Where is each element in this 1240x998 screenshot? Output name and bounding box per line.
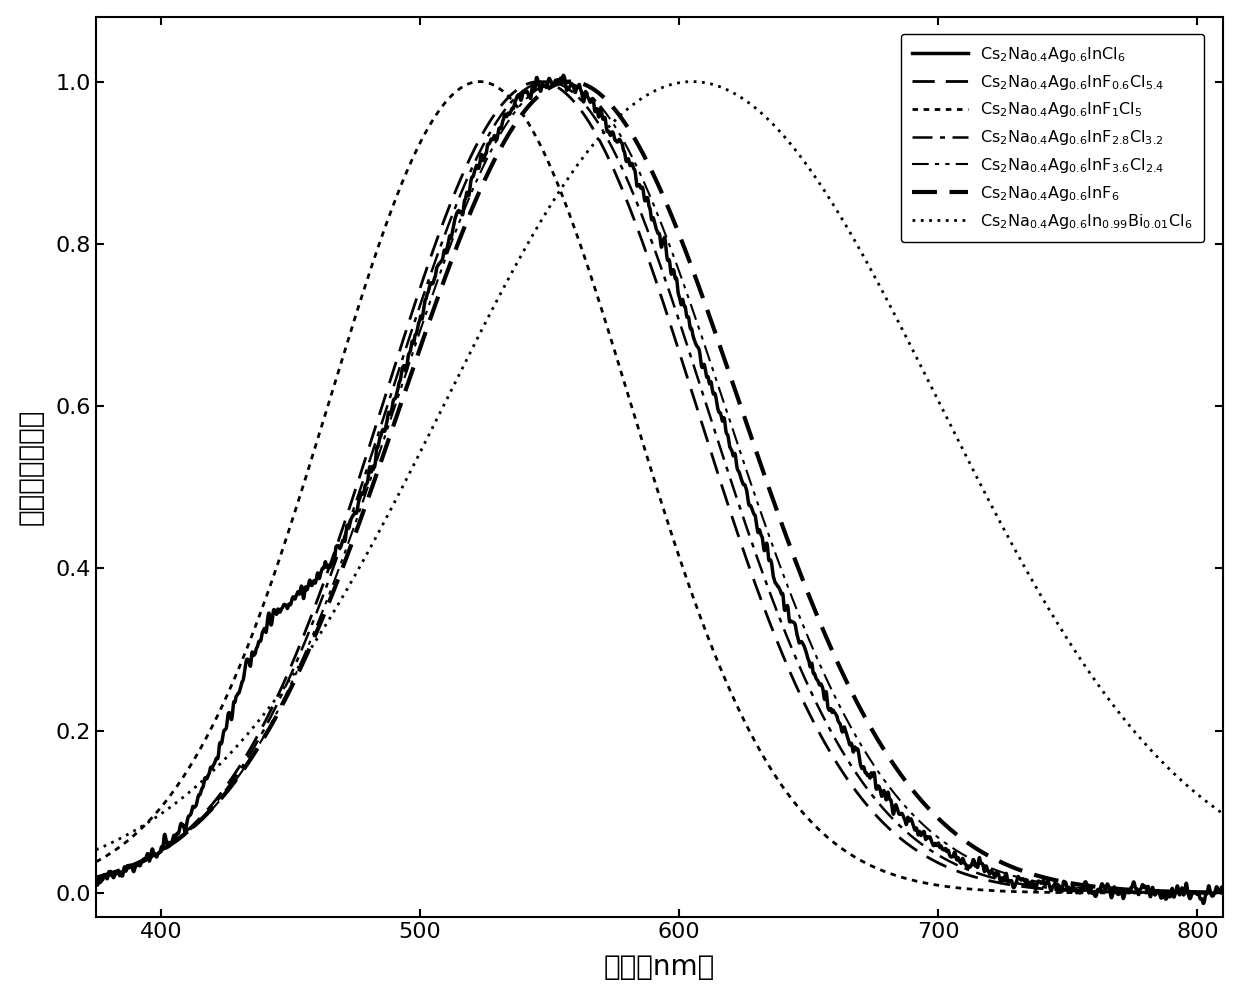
- Line: Cs$_2$Na$_{0.4}$Ag$_{0.6}$InCl$_6$: Cs$_2$Na$_{0.4}$Ag$_{0.6}$InCl$_6$: [83, 75, 1240, 903]
- Cs$_2$Na$_{0.4}$Ag$_{0.6}$InF$_{2.8}$Cl$_{3.2}$: [76, 876, 91, 888]
- Line: Cs$_2$Na$_{0.4}$Ag$_{0.6}$InF$_6$: Cs$_2$Na$_{0.4}$Ag$_{0.6}$InF$_6$: [83, 82, 1240, 893]
- Cs$_2$Na$_{0.4}$Ag$_{0.6}$InF$_6$: [1219, 886, 1234, 898]
- Line: Cs$_2$Na$_{0.4}$Ag$_{0.6}$In$_{0.99}$Bi$_{0.01}$Cl$_6$: Cs$_2$Na$_{0.4}$Ag$_{0.6}$In$_{0.99}$Bi$…: [83, 82, 1240, 855]
- Cs$_2$Na$_{0.4}$Ag$_{0.6}$InF$_{3.6}$Cl$_{2.4}$: [523, 89, 538, 101]
- Cs$_2$Na$_{0.4}$Ag$_{0.6}$InF$_{3.6}$Cl$_{2.4}$: [1094, 883, 1109, 895]
- Cs$_2$Na$_{0.4}$Ag$_{0.6}$InCl$_6$: [1094, 880, 1109, 892]
- Cs$_2$Na$_{0.4}$Ag$_{0.6}$InF$_{3.6}$Cl$_{2.4}$: [208, 798, 223, 810]
- Cs$_2$Na$_{0.4}$Ag$_{0.6}$InF$_6$: [1094, 881, 1109, 893]
- Cs$_2$Na$_{0.4}$Ag$_{0.6}$InF$_{0.6}$Cl$_{5.4}$: [574, 105, 589, 117]
- Cs$_2$Na$_{0.4}$Ag$_{0.6}$InF$_1$Cl$_5$: [574, 242, 589, 253]
- Cs$_2$Na$_{0.4}$Ag$_{0.6}$InF$_1$Cl$_5$: [76, 862, 91, 874]
- Cs$_2$Na$_{0.4}$Ag$_{0.6}$InF$_{0.6}$Cl$_{5.4}$: [1219, 887, 1234, 899]
- Cs$_2$Na$_{0.4}$Ag$_{0.6}$InF$_{2.8}$Cl$_{3.2}$: [208, 796, 223, 808]
- Cs$_2$Na$_{0.4}$Ag$_{0.6}$InCl$_6$: [574, 85, 589, 97]
- Cs$_2$Na$_{0.4}$Ag$_{0.6}$InF$_6$: [278, 693, 293, 705]
- Cs$_2$Na$_{0.4}$Ag$_{0.6}$InCl$_6$: [208, 752, 223, 764]
- Cs$_2$Na$_{0.4}$Ag$_{0.6}$In$_{0.99}$Bi$_{0.01}$Cl$_6$: [76, 849, 91, 861]
- Cs$_2$Na$_{0.4}$Ag$_{0.6}$InCl$_6$: [1195, 897, 1210, 909]
- Cs$_2$Na$_{0.4}$Ag$_{0.6}$InF$_1$Cl$_5$: [1094, 887, 1109, 899]
- Cs$_2$Na$_{0.4}$Ag$_{0.6}$InF$_{0.6}$Cl$_{5.4}$: [1094, 886, 1109, 898]
- Cs$_2$Na$_{0.4}$Ag$_{0.6}$InCl$_6$: [523, 93, 538, 105]
- Cs$_2$Na$_{0.4}$Ag$_{0.6}$InCl$_6$: [556, 69, 570, 81]
- Cs$_2$Na$_{0.4}$Ag$_{0.6}$InF$_{3.6}$Cl$_{2.4}$: [553, 76, 568, 88]
- Cs$_2$Na$_{0.4}$Ag$_{0.6}$InF$_1$Cl$_5$: [523, 121, 538, 133]
- Line: Cs$_2$Na$_{0.4}$Ag$_{0.6}$InF$_1$Cl$_5$: Cs$_2$Na$_{0.4}$Ag$_{0.6}$InF$_1$Cl$_5$: [83, 82, 1240, 893]
- Cs$_2$Na$_{0.4}$Ag$_{0.6}$InCl$_6$: [76, 872, 91, 884]
- Cs$_2$Na$_{0.4}$Ag$_{0.6}$InF$_{2.8}$Cl$_{3.2}$: [539, 76, 554, 88]
- Cs$_2$Na$_{0.4}$Ag$_{0.6}$InCl$_6$: [1220, 887, 1235, 899]
- Line: Cs$_2$Na$_{0.4}$Ag$_{0.6}$InF$_{0.6}$Cl$_{5.4}$: Cs$_2$Na$_{0.4}$Ag$_{0.6}$InF$_{0.6}$Cl$…: [83, 82, 1240, 893]
- Cs$_2$Na$_{0.4}$Ag$_{0.6}$InF$_6$: [523, 98, 538, 110]
- Cs$_2$Na$_{0.4}$Ag$_{0.6}$InF$_6$: [76, 874, 91, 886]
- Cs$_2$Na$_{0.4}$Ag$_{0.6}$InF$_{2.8}$Cl$_{3.2}$: [1094, 885, 1109, 897]
- Cs$_2$Na$_{0.4}$Ag$_{0.6}$In$_{0.99}$Bi$_{0.01}$Cl$_6$: [523, 234, 538, 246]
- Cs$_2$Na$_{0.4}$Ag$_{0.6}$InF$_{0.6}$Cl$_{5.4}$: [208, 793, 223, 805]
- Cs$_2$Na$_{0.4}$Ag$_{0.6}$InF$_{3.6}$Cl$_{2.4}$: [1219, 887, 1234, 899]
- Cs$_2$Na$_{0.4}$Ag$_{0.6}$In$_{0.99}$Bi$_{0.01}$Cl$_6$: [208, 761, 223, 773]
- Cs$_2$Na$_{0.4}$Ag$_{0.6}$In$_{0.99}$Bi$_{0.01}$Cl$_6$: [278, 680, 293, 692]
- Cs$_2$Na$_{0.4}$Ag$_{0.6}$InF$_{3.6}$Cl$_{2.4}$: [76, 875, 91, 887]
- Cs$_2$Na$_{0.4}$Ag$_{0.6}$InF$_{2.8}$Cl$_{3.2}$: [278, 681, 293, 693]
- Cs$_2$Na$_{0.4}$Ag$_{0.6}$InF$_1$Cl$_5$: [208, 713, 223, 725]
- Cs$_2$Na$_{0.4}$Ag$_{0.6}$InF$_{3.6}$Cl$_{2.4}$: [278, 690, 293, 702]
- Cs$_2$Na$_{0.4}$Ag$_{0.6}$InF$_{3.6}$Cl$_{2.4}$: [574, 83, 589, 95]
- Cs$_2$Na$_{0.4}$Ag$_{0.6}$InCl$_6$: [278, 599, 293, 611]
- Cs$_2$Na$_{0.4}$Ag$_{0.6}$In$_{0.99}$Bi$_{0.01}$Cl$_6$: [1219, 810, 1234, 822]
- Cs$_2$Na$_{0.4}$Ag$_{0.6}$InF$_1$Cl$_5$: [278, 535, 293, 547]
- Legend: Cs$_2$Na$_{0.4}$Ag$_{0.6}$InCl$_6$, Cs$_2$Na$_{0.4}$Ag$_{0.6}$InF$_{0.6}$Cl$_{5.: Cs$_2$Na$_{0.4}$Ag$_{0.6}$InCl$_6$, Cs$_…: [900, 34, 1204, 242]
- Cs$_2$Na$_{0.4}$Ag$_{0.6}$InF$_{2.8}$Cl$_{3.2}$: [1219, 887, 1234, 899]
- Cs$_2$Na$_{0.4}$Ag$_{0.6}$InF$_6$: [574, 77, 589, 89]
- Y-axis label: 归一化后的强度: 归一化后的强度: [16, 409, 45, 525]
- Cs$_2$Na$_{0.4}$Ag$_{0.6}$InF$_1$Cl$_5$: [472, 76, 487, 88]
- X-axis label: 波长（nm）: 波长（nm）: [604, 953, 715, 981]
- Cs$_2$Na$_{0.4}$Ag$_{0.6}$InF$_6$: [563, 76, 578, 88]
- Cs$_2$Na$_{0.4}$Ag$_{0.6}$InF$_6$: [208, 798, 223, 810]
- Cs$_2$Na$_{0.4}$Ag$_{0.6}$In$_{0.99}$Bi$_{0.01}$Cl$_6$: [684, 76, 699, 88]
- Cs$_2$Na$_{0.4}$Ag$_{0.6}$InF$_{2.8}$Cl$_{3.2}$: [574, 95, 589, 107]
- Cs$_2$Na$_{0.4}$Ag$_{0.6}$In$_{0.99}$Bi$_{0.01}$Cl$_6$: [573, 155, 588, 167]
- Cs$_2$Na$_{0.4}$Ag$_{0.6}$In$_{0.99}$Bi$_{0.01}$Cl$_6$: [1094, 683, 1109, 695]
- Cs$_2$Na$_{0.4}$Ag$_{0.6}$InF$_1$Cl$_5$: [1219, 887, 1234, 899]
- Cs$_2$Na$_{0.4}$Ag$_{0.6}$InF$_{2.8}$Cl$_{3.2}$: [523, 80, 538, 92]
- Line: Cs$_2$Na$_{0.4}$Ag$_{0.6}$InF$_{2.8}$Cl$_{3.2}$: Cs$_2$Na$_{0.4}$Ag$_{0.6}$InF$_{2.8}$Cl$…: [83, 82, 1240, 893]
- Cs$_2$Na$_{0.4}$Ag$_{0.6}$InF$_{0.6}$Cl$_{5.4}$: [532, 76, 547, 88]
- Cs$_2$Na$_{0.4}$Ag$_{0.6}$InF$_{0.6}$Cl$_{5.4}$: [76, 876, 91, 888]
- Cs$_2$Na$_{0.4}$Ag$_{0.6}$InF$_{0.6}$Cl$_{5.4}$: [523, 77, 538, 89]
- Line: Cs$_2$Na$_{0.4}$Ag$_{0.6}$InF$_{3.6}$Cl$_{2.4}$: Cs$_2$Na$_{0.4}$Ag$_{0.6}$InF$_{3.6}$Cl$…: [83, 82, 1240, 893]
- Cs$_2$Na$_{0.4}$Ag$_{0.6}$InF$_{0.6}$Cl$_{5.4}$: [278, 673, 293, 685]
